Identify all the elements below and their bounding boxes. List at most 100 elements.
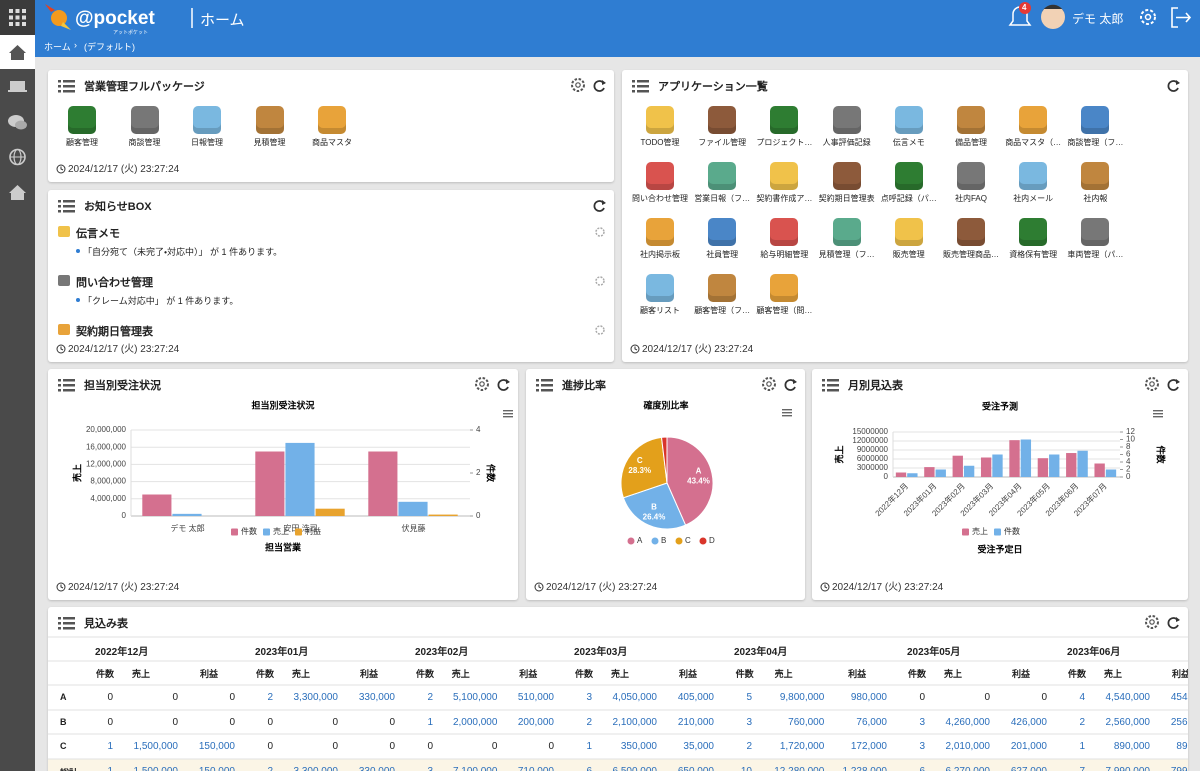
table-cell[interactable]: 330,000 [358, 765, 395, 771]
app-label[interactable]: 商品マスタ [312, 138, 352, 147]
table-cell[interactable]: 3,300,000 [293, 692, 339, 703]
app-icon[interactable] [193, 106, 221, 134]
app-label[interactable]: 社員管理 [706, 250, 739, 259]
settings-button[interactable] [1145, 615, 1159, 629]
app-label[interactable]: ファイル管理 [698, 138, 747, 147]
app-icon[interactable] [957, 106, 985, 134]
legend-label[interactable]: B [661, 536, 666, 545]
app-icon[interactable] [1081, 218, 1110, 246]
table-cell[interactable]: 2 [267, 765, 273, 771]
table-cell[interactable]: 3 [919, 741, 925, 752]
table-cell[interactable]: 454,000 [1170, 692, 1188, 703]
table-cell[interactable]: 5,100,000 [452, 692, 498, 703]
settings-button[interactable] [1145, 377, 1159, 391]
app-label[interactable]: 見積管理 [253, 138, 286, 147]
logo[interactable]: @pocket [75, 8, 155, 29]
app-icon[interactable] [894, 106, 923, 134]
table-cell[interactable]: 405,000 [677, 692, 714, 703]
table-cell[interactable]: 201,000 [1010, 741, 1047, 752]
notice-settings[interactable] [594, 226, 606, 238]
table-cell[interactable]: 330,000 [358, 692, 395, 703]
refresh-button[interactable] [1167, 379, 1179, 391]
app-icon[interactable] [770, 106, 799, 134]
app-icon[interactable] [1019, 162, 1048, 190]
settings-button[interactable] [571, 78, 585, 92]
app-icon[interactable] [1019, 218, 1048, 246]
app-label[interactable]: 日報管理 [191, 138, 223, 147]
table-cell[interactable]: 4,050,000 [612, 692, 658, 703]
table-cell[interactable]: 3 [746, 716, 752, 728]
notice-label[interactable]: 伝言メモ [76, 228, 120, 240]
table-cell[interactable]: 4,260,000 [945, 716, 991, 728]
table-cell[interactable]: 1 [107, 741, 113, 752]
table-cell[interactable]: 10 [740, 765, 752, 771]
app-icon[interactable] [1081, 106, 1110, 134]
refresh-button[interactable] [1167, 617, 1179, 629]
app-icon[interactable] [770, 274, 799, 302]
table-cell[interactable]: 256,000 [1170, 716, 1188, 728]
table-cell[interactable]: 3 [586, 692, 592, 703]
legend-label[interactable]: C [685, 536, 691, 545]
table-cell[interactable]: 76,000 [856, 716, 887, 728]
table-cell[interactable]: 1 [1079, 741, 1085, 752]
app-icon[interactable] [770, 218, 799, 246]
table-cell[interactable]: 350,000 [620, 741, 657, 752]
app-label[interactable]: 販売管理 [892, 250, 925, 259]
app-label[interactable]: 人事評価記録 [822, 138, 871, 147]
table-cell[interactable]: 150,000 [198, 765, 235, 771]
table-cell[interactable]: 6 [586, 765, 592, 771]
notice-settings[interactable] [594, 275, 606, 287]
app-icon[interactable] [832, 218, 861, 246]
table-cell[interactable]: 2,010,000 [945, 741, 991, 752]
app-icon[interactable] [1019, 106, 1048, 134]
notice-label[interactable]: 問い合わせ管理 [76, 277, 153, 289]
table-cell[interactable]: 6,500,000 [612, 765, 658, 771]
table-cell[interactable]: 1 [427, 716, 433, 728]
legend-label[interactable]: 売上 [972, 526, 988, 536]
table-cell[interactable]: 7,990,000 [1105, 765, 1151, 771]
table-cell[interactable]: 150,000 [198, 741, 235, 752]
table-cell[interactable]: 2 [1079, 716, 1085, 728]
legend-label[interactable]: 利益 [305, 526, 321, 536]
notice-message[interactable]: 「クレーム対応中」 が 1 件あります。 [83, 296, 239, 306]
table-cell[interactable]: 2 [746, 741, 752, 752]
table-cell[interactable]: 2,560,000 [1105, 716, 1151, 728]
app-label[interactable]: 備品管理 [955, 138, 987, 147]
settings-button[interactable] [762, 377, 776, 391]
table-cell[interactable]: 3,300,000 [293, 765, 339, 771]
table-cell[interactable]: 1,228,000 [842, 765, 888, 771]
app-label[interactable]: 顧客リスト [640, 306, 680, 315]
app-label[interactable]: 商品マスタ（… [1005, 138, 1062, 147]
app-label[interactable]: 顧客管理（フ… [694, 306, 751, 315]
app-icon[interactable] [646, 106, 674, 134]
app-label[interactable]: プロジェクト… [756, 138, 813, 147]
app-label[interactable]: 給与明細管理 [760, 250, 809, 259]
table-cell[interactable]: 9,800,000 [779, 692, 825, 703]
table-cell[interactable]: 890,000 [1113, 741, 1150, 752]
legend-label[interactable]: 件数 [1004, 526, 1020, 536]
refresh-button[interactable] [784, 379, 796, 391]
table-cell[interactable]: 7 [1079, 765, 1085, 771]
table-cell[interactable]: 172,000 [850, 741, 887, 752]
table-cell[interactable]: 2 [427, 692, 433, 703]
app-label[interactable]: 伝言メモ [892, 138, 925, 147]
table-cell[interactable]: 1 [586, 741, 592, 752]
app-icon[interactable] [770, 162, 799, 190]
table-cell[interactable]: 650,000 [677, 765, 714, 771]
table-cell[interactable]: 3 [919, 716, 925, 728]
app-label[interactable]: 社内メール [1013, 194, 1054, 203]
table-cell[interactable]: 210,000 [677, 716, 714, 728]
table-cell[interactable]: 5 [746, 692, 752, 703]
table-cell[interactable]: 35,000 [683, 741, 714, 752]
legend-label[interactable]: D [709, 536, 715, 545]
app-label[interactable]: 社内FAQ [954, 194, 987, 203]
table-cell[interactable]: 2,100,000 [612, 716, 658, 728]
app-label[interactable]: 問い合わせ管理 [632, 194, 688, 203]
table-cell[interactable]: 980,000 [850, 692, 887, 703]
table-cell[interactable]: 200,000 [517, 716, 554, 728]
table-cell[interactable]: 426,000 [1010, 716, 1047, 728]
table-cell[interactable]: 1,500,000 [133, 765, 179, 771]
table-cell[interactable]: 1,500,000 [133, 741, 179, 752]
table-cell[interactable]: 2 [267, 692, 273, 703]
table-cell[interactable]: 7,100,000 [452, 765, 498, 771]
